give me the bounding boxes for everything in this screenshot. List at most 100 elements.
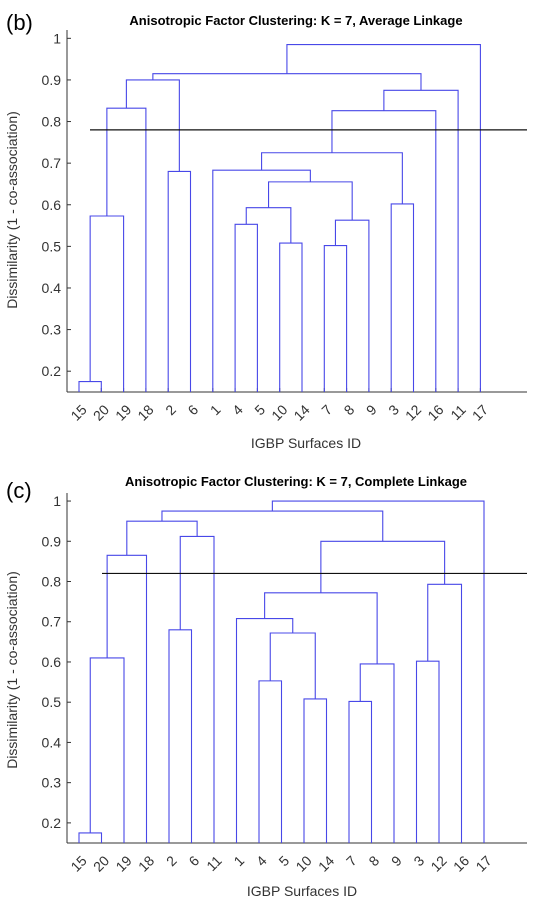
dendrogram-link xyxy=(126,520,198,556)
dendrogram-link xyxy=(89,215,125,392)
x-tick-label: 16 xyxy=(424,401,446,423)
y-tick-label: 0.8 xyxy=(42,114,62,130)
x-tick-label: 6 xyxy=(185,852,202,869)
dendrogram-link xyxy=(390,203,415,392)
dendrogram-link xyxy=(234,223,258,392)
x-tick-label: 2 xyxy=(162,401,179,418)
x-tick-label: 12 xyxy=(427,852,449,874)
dendrogram-panel-b: (b) Anisotropic Factor Clustering: K = 7… xyxy=(4,10,527,451)
y-tick-label: 0.3 xyxy=(42,322,62,338)
x-tick-label: 19 xyxy=(112,401,134,423)
x-tick-label: 19 xyxy=(112,852,134,874)
x-tick-label: 15 xyxy=(67,401,89,423)
dendrogram-link xyxy=(168,629,193,843)
x-tick-label: 14 xyxy=(315,852,337,874)
y-tick-label: 1 xyxy=(53,493,61,509)
dendrogram-link xyxy=(106,107,147,392)
dendrogram-link xyxy=(89,657,125,843)
y-tick-label: 0.9 xyxy=(42,72,62,88)
y-tick-label: 0.2 xyxy=(42,363,62,379)
x-tick-label: 8 xyxy=(365,852,382,869)
y-tick-label: 1 xyxy=(53,30,61,46)
y-tick-label: 0.9 xyxy=(42,533,62,549)
dendrogram-link xyxy=(125,79,180,172)
x-tick-label: 4 xyxy=(229,401,246,418)
x-tick-label: 12 xyxy=(402,401,424,423)
x-tick-label: 1 xyxy=(207,401,224,418)
x-tick-label: 8 xyxy=(341,401,358,418)
dendrogram-link xyxy=(268,181,353,221)
dendrogram-link xyxy=(78,381,102,392)
x-axis-label: IGBP Surfaces ID xyxy=(251,435,361,451)
x-tick-label: 3 xyxy=(385,401,402,418)
dendrogram-panel-c: (c) Anisotropic Factor Clustering: K = 7… xyxy=(4,474,527,899)
dendrogram-link xyxy=(271,500,485,843)
dendrogram-link xyxy=(235,617,294,843)
dendrogram-link xyxy=(167,170,192,392)
x-tick-label: 17 xyxy=(472,852,494,874)
panel-label: (c) xyxy=(6,478,32,503)
x-tick-label: 17 xyxy=(469,401,491,423)
x-tick-label: 14 xyxy=(290,401,312,423)
y-tick-label: 0.3 xyxy=(42,775,62,791)
y-axis-label: Dissimilarity (1 - co-association) xyxy=(4,111,20,309)
dendrogram-link xyxy=(152,73,422,91)
x-tick-label: 11 xyxy=(447,401,469,423)
x-tick-label: 10 xyxy=(268,401,290,423)
dendrogram-link xyxy=(331,110,437,392)
y-tick-label: 0.4 xyxy=(42,280,62,296)
y-tick-label: 0.5 xyxy=(42,238,62,254)
panel-label: (b) xyxy=(6,10,33,35)
dendrogram-link xyxy=(427,583,463,843)
y-tick-label: 0.5 xyxy=(42,694,62,710)
y-tick-label: 0.7 xyxy=(42,155,62,171)
dendrogram-link xyxy=(415,660,440,843)
dendrogram-link xyxy=(269,632,316,699)
x-tick-label: 16 xyxy=(450,852,472,874)
x-tick-label: 5 xyxy=(275,852,292,869)
dendrogram-link xyxy=(279,242,303,392)
dendrogram-link xyxy=(78,832,103,843)
x-tick-label: 3 xyxy=(410,852,427,869)
y-axis-label: Dissimilarity (1 - co-association) xyxy=(4,571,20,769)
dendrogram-link xyxy=(320,540,446,593)
x-tick-label: 6 xyxy=(184,401,201,418)
x-tick-label: 7 xyxy=(343,852,360,869)
dendrogram-links xyxy=(78,500,485,843)
x-tick-label: 2 xyxy=(163,852,180,869)
x-tick-label: 15 xyxy=(67,852,89,874)
dendrogram-link xyxy=(106,554,148,843)
x-tick-label: 18 xyxy=(135,852,157,874)
y-tick-label: 0.8 xyxy=(42,574,62,590)
y-tick-label: 0.6 xyxy=(42,654,62,670)
dendrogram-link xyxy=(258,680,283,843)
dendrogram-link xyxy=(359,663,395,843)
dendrogram-link xyxy=(264,592,378,664)
dendrogram-link xyxy=(383,89,459,392)
dendrogram-link xyxy=(286,44,481,392)
x-tick-label: 4 xyxy=(253,852,270,869)
x-tick-label: 18 xyxy=(134,401,156,423)
dendrogram-link xyxy=(323,244,348,392)
dendrogram-link xyxy=(212,169,311,392)
y-tick-label: 0.6 xyxy=(42,197,62,213)
x-tick-label: 10 xyxy=(292,852,314,874)
y-tick-label: 0.2 xyxy=(42,815,62,831)
dendrogram-link xyxy=(261,152,403,204)
dendrogram-link xyxy=(303,698,328,843)
x-tick-label: 20 xyxy=(90,852,112,874)
x-tick-label: 9 xyxy=(363,401,380,418)
x-tick-label: 11 xyxy=(203,852,225,874)
chart-title: Anisotropic Factor Clustering: K = 7, Co… xyxy=(125,474,467,489)
x-tick-label: 7 xyxy=(318,401,335,418)
x-tick-label: 1 xyxy=(230,852,247,869)
dendrogram-link xyxy=(179,535,215,843)
x-tick-label: 9 xyxy=(388,852,405,869)
y-tick-label: 0.7 xyxy=(42,614,62,630)
dendrogram-link xyxy=(348,700,373,843)
x-tick-label: 5 xyxy=(251,401,268,418)
x-tick-label: 20 xyxy=(90,401,112,423)
